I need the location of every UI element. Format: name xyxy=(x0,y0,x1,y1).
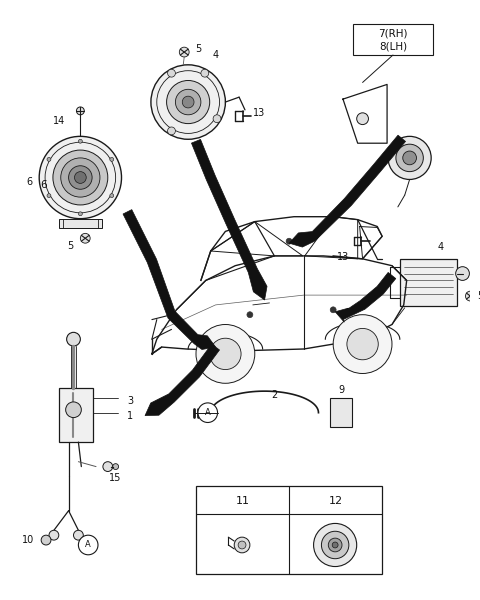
Bar xyxy=(196,486,382,574)
Text: 2: 2 xyxy=(271,390,277,400)
Polygon shape xyxy=(289,135,406,247)
Circle shape xyxy=(456,266,469,280)
Circle shape xyxy=(168,127,175,135)
Circle shape xyxy=(61,158,100,197)
Circle shape xyxy=(196,325,255,383)
Text: 10: 10 xyxy=(22,535,35,545)
Circle shape xyxy=(198,403,217,422)
Text: A: A xyxy=(205,408,211,417)
Polygon shape xyxy=(335,272,396,322)
Circle shape xyxy=(41,535,51,545)
Circle shape xyxy=(168,69,175,77)
Bar xyxy=(118,393,142,408)
Text: 5: 5 xyxy=(195,44,201,54)
Text: 8(LH): 8(LH) xyxy=(379,41,407,51)
Text: 14: 14 xyxy=(53,116,65,125)
Circle shape xyxy=(73,530,84,540)
Circle shape xyxy=(328,538,342,552)
Circle shape xyxy=(69,166,92,189)
Text: 11: 11 xyxy=(236,496,250,506)
Bar xyxy=(400,259,456,306)
Circle shape xyxy=(53,150,108,205)
Circle shape xyxy=(80,233,90,243)
Text: 4: 4 xyxy=(213,50,219,60)
Bar xyxy=(59,218,102,229)
Circle shape xyxy=(238,541,246,549)
Bar xyxy=(59,388,93,442)
Circle shape xyxy=(247,312,253,317)
Circle shape xyxy=(330,307,336,313)
Circle shape xyxy=(313,523,357,566)
Circle shape xyxy=(66,402,81,418)
Circle shape xyxy=(39,136,121,218)
Circle shape xyxy=(388,136,431,179)
Text: 12: 12 xyxy=(329,496,343,506)
Circle shape xyxy=(78,212,82,216)
Text: 9: 9 xyxy=(338,385,344,395)
Circle shape xyxy=(213,115,221,122)
Text: 5: 5 xyxy=(477,291,480,301)
Circle shape xyxy=(110,157,114,161)
Circle shape xyxy=(175,89,201,115)
Circle shape xyxy=(201,69,209,77)
Circle shape xyxy=(47,157,51,161)
Text: 15: 15 xyxy=(109,473,122,484)
Text: A: A xyxy=(85,541,91,550)
Circle shape xyxy=(182,96,194,108)
Circle shape xyxy=(180,47,189,57)
Circle shape xyxy=(234,537,250,553)
Circle shape xyxy=(103,461,113,472)
Polygon shape xyxy=(145,344,219,416)
Circle shape xyxy=(47,194,51,197)
Circle shape xyxy=(113,464,119,470)
Circle shape xyxy=(357,113,369,125)
Circle shape xyxy=(74,172,86,184)
Circle shape xyxy=(78,535,98,555)
Circle shape xyxy=(322,531,349,559)
Circle shape xyxy=(286,238,292,244)
Text: 6: 6 xyxy=(26,178,33,187)
Circle shape xyxy=(347,328,378,360)
Circle shape xyxy=(210,338,241,370)
Circle shape xyxy=(396,144,423,172)
Text: 3: 3 xyxy=(127,396,133,406)
Text: 7(RH): 7(RH) xyxy=(378,28,408,38)
Circle shape xyxy=(151,65,226,139)
Text: 13: 13 xyxy=(337,252,349,262)
Text: 1: 1 xyxy=(127,410,133,421)
Circle shape xyxy=(78,139,82,143)
Bar xyxy=(330,398,352,427)
Circle shape xyxy=(49,530,59,540)
Circle shape xyxy=(332,542,338,548)
Circle shape xyxy=(333,314,392,373)
Text: 13: 13 xyxy=(252,108,265,118)
Polygon shape xyxy=(123,209,216,349)
Circle shape xyxy=(403,151,417,165)
Circle shape xyxy=(167,80,210,124)
Circle shape xyxy=(67,332,80,346)
Text: 6: 6 xyxy=(40,181,47,190)
Text: 5: 5 xyxy=(67,241,74,251)
Circle shape xyxy=(466,291,475,301)
Bar xyxy=(353,23,433,55)
Text: 4: 4 xyxy=(438,242,444,252)
Circle shape xyxy=(76,107,84,115)
Polygon shape xyxy=(192,139,267,300)
Circle shape xyxy=(110,194,114,197)
